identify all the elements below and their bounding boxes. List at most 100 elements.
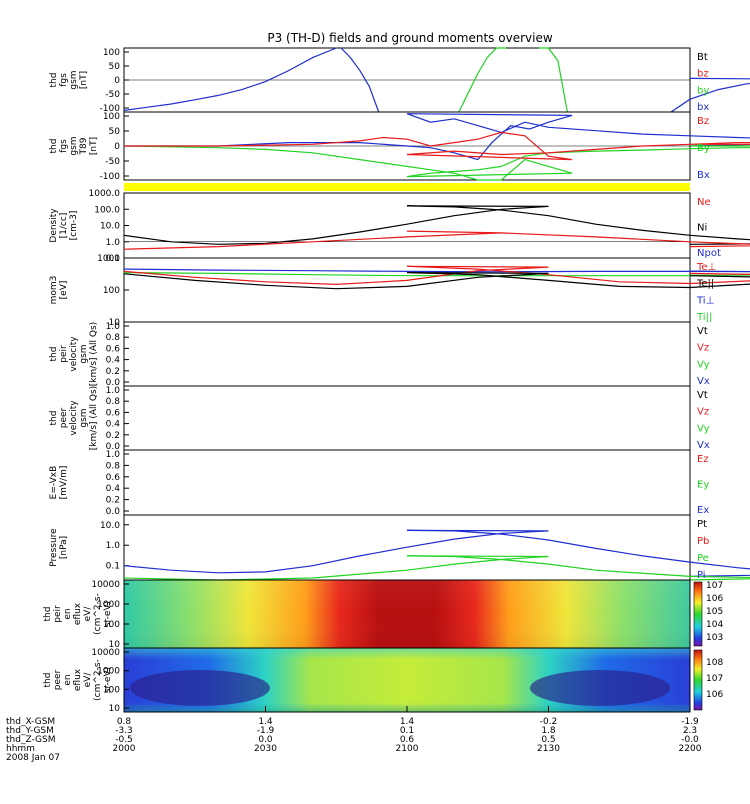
colorbar-tick: 108 — [706, 658, 723, 668]
legend-Vz: Vz — [697, 407, 709, 418]
electron-core-left — [130, 670, 270, 706]
ylabel-line: mom3 — [49, 276, 59, 305]
ytick-label: 1000 — [97, 600, 120, 610]
ylabel-line: peer — [59, 407, 69, 428]
date-label: 2008 Jan 07 — [6, 753, 60, 763]
ytick-label: 0.2 — [106, 496, 120, 506]
legend-by: by — [697, 85, 709, 96]
ylabel-line: (cm^2-s- — [93, 593, 103, 635]
ylabel-line: velocity — [69, 336, 79, 372]
legend-Pe: Pe — [697, 553, 709, 564]
legend-Vy: Vy — [697, 423, 710, 434]
series-Te|| — [123, 272, 750, 290]
legend-Vx: Vx — [697, 440, 710, 451]
series-By — [123, 145, 750, 181]
legend-Ex: Ex — [697, 505, 709, 516]
ytick-label: 1000 — [97, 667, 120, 677]
ylabel-line: eV/ — [83, 672, 93, 688]
series-bx — [123, 47, 337, 111]
colorbar-tick: 107 — [706, 581, 723, 591]
xrow-value: 2030 — [254, 744, 277, 754]
ylabel-line: fgs — [59, 139, 69, 153]
xrow-value: 2.3 — [683, 726, 697, 736]
xrow-value: 0.8 — [117, 717, 132, 727]
ytick-label: -50 — [105, 90, 120, 100]
ytick-label: 0.0 — [106, 442, 121, 452]
series-Te⊥ — [123, 265, 750, 286]
series-by — [539, 47, 568, 113]
colorbar-tick: 105 — [706, 607, 723, 617]
ylabel-line: Pressure — [49, 528, 59, 567]
legend-bz: bz — [697, 69, 709, 80]
legend-Ez: Ez — [697, 454, 709, 465]
legend-Bz: Bz — [697, 116, 709, 127]
legend-Ni: Ni — [697, 223, 707, 234]
legend-Npot: Npot — [697, 248, 721, 259]
ytick-label: 100 — [103, 112, 120, 122]
ylabel-line: (cm^2-s- — [93, 659, 103, 701]
legend-Ne: Ne — [697, 197, 711, 208]
series-bx — [340, 47, 380, 113]
ylabel-line: eflux — [73, 602, 83, 625]
ylabel-line: [nPa] — [59, 536, 69, 559]
ylabel-line: [mV/m] — [59, 466, 69, 500]
xrow-value: 2000 — [113, 744, 136, 754]
xrow-value: 0.0 — [258, 735, 273, 745]
legend-Bt: Bt — [697, 52, 708, 63]
series-Ti⊥ — [123, 268, 750, 273]
figure-title: P3 (TH-D) fields and ground moments over… — [267, 31, 552, 45]
xrow-value: 1.4 — [400, 717, 415, 727]
series-by — [458, 47, 507, 113]
ytick-label: 0.2 — [106, 367, 120, 377]
ytick-label: 0.6 — [106, 344, 121, 354]
xrow-value: -1.9 — [681, 717, 699, 727]
ylabel-line: Density — [49, 208, 59, 243]
xrow-label: hhmm — [6, 744, 35, 754]
legend-Vt: Vt — [697, 390, 708, 401]
ylabel-line: [nT] — [89, 137, 99, 155]
legend-bx: bx — [697, 102, 709, 113]
ylabel-line: [cm-3] — [69, 211, 79, 241]
ylabel-line: eflux — [73, 668, 83, 691]
panel-frame-4 — [123, 321, 691, 387]
ytick-label: 1000 — [97, 254, 120, 264]
ytick-label: 100.0 — [94, 205, 120, 215]
xrow-label: thd_Y-GSM — [6, 726, 54, 736]
ylabel-line: [eV] — [59, 281, 69, 300]
legend-Vy: Vy — [697, 359, 710, 370]
ylabel-line: thd — [49, 347, 59, 362]
ytick-label: 10.0 — [100, 521, 120, 531]
ylabel-line: en — [63, 674, 73, 685]
ylabel-line: thd — [49, 139, 59, 154]
ytick-label: 0 — [114, 142, 120, 152]
colorbar-tick: 104 — [706, 620, 723, 630]
ylabel-line: thd — [43, 607, 53, 622]
spectrogram-shade-8 — [124, 580, 690, 648]
flag-bar — [124, 183, 690, 191]
ylabel-line: [km/s] (All Qs) — [89, 322, 99, 386]
colorbar-electron — [693, 649, 703, 711]
xrow-label: thd_Z-GSM — [6, 735, 55, 745]
ylabel-line: thd — [43, 673, 53, 688]
colorbar-tick: 107 — [706, 674, 723, 684]
ytick-label: 0.1 — [106, 562, 120, 572]
ytick-label: 0.2 — [106, 431, 120, 441]
series-bx — [670, 77, 750, 113]
ylabel-line: en — [63, 608, 73, 619]
xrow-value: -0.2 — [540, 717, 558, 727]
xrow-value: 2130 — [537, 744, 560, 754]
ylabel-line: eV/ — [83, 606, 93, 622]
xrow-value: 0.5 — [541, 735, 555, 745]
ylabel-line: thd — [49, 411, 59, 426]
ylabel-line: [km/s] (All Qs) — [89, 386, 99, 450]
ylabel-line: gsm — [69, 70, 79, 89]
ylabel-line: gsm — [79, 344, 89, 363]
series-Bz — [124, 131, 750, 161]
ytick-label: 100 — [103, 620, 120, 630]
series-Pi — [123, 529, 750, 577]
panel-frame-3 — [123, 257, 691, 323]
ylabel-line: [1/cc] — [59, 213, 69, 239]
panel-frame-6 — [123, 449, 691, 516]
